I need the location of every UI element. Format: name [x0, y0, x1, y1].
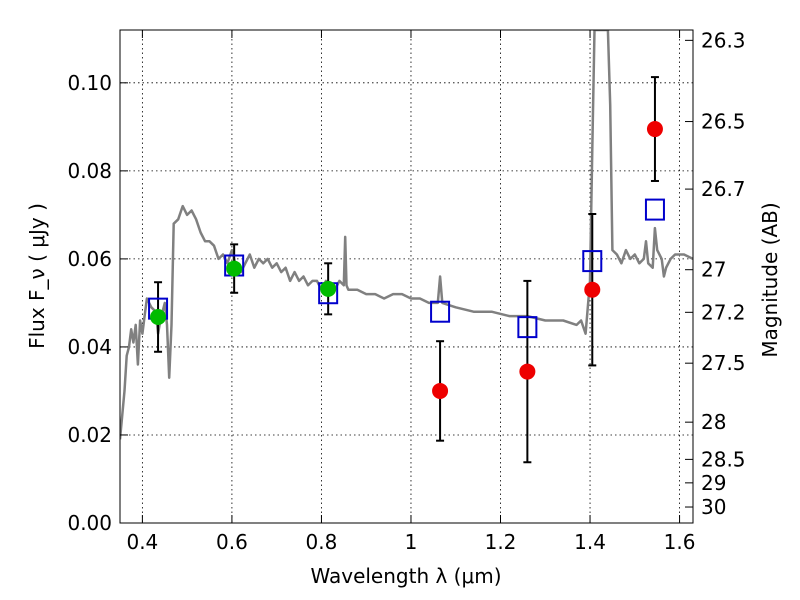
observed-flux-point — [432, 382, 449, 399]
grid-lines — [120, 30, 693, 524]
y2-tick-label: 30 — [701, 495, 726, 519]
y-tick-label: 0.02 — [67, 423, 112, 447]
observed-flux-point — [150, 308, 167, 325]
y-tick-label: 0.08 — [67, 159, 112, 183]
y-tick-label: 0.10 — [67, 71, 112, 95]
y2-tick-label: 27.5 — [701, 351, 746, 375]
model-flux-square — [582, 250, 603, 273]
observed-flux-point — [226, 260, 243, 277]
y2-tick-label: 26.3 — [701, 28, 746, 52]
x-tick-label: 0.8 — [306, 530, 338, 554]
y2-tick-label: 26.7 — [701, 177, 746, 201]
y-axis-title: Flux F_ν ( μJy ) — [25, 203, 49, 349]
model-spectrum-line — [120, 30, 693, 440]
y2-tick-label: 27 — [701, 258, 726, 282]
y2-tick-label: 26.5 — [701, 110, 746, 134]
y2-tick-label: 29 — [701, 471, 726, 495]
x-axis-title: Wavelength λ (μm) — [310, 564, 501, 588]
x-tick-label: 1.6 — [664, 530, 696, 554]
plot-data — [120, 30, 693, 440]
y2-tick-label: 28 — [701, 410, 726, 434]
observed-flux-point — [646, 121, 663, 138]
y-tick-label: 0.00 — [67, 511, 112, 535]
observed-flux-point — [584, 281, 601, 298]
x-tick-label: 0.4 — [126, 530, 158, 554]
x-tick-label: 1 — [405, 530, 418, 554]
data-markers — [148, 121, 665, 399]
axis-ticks: 0.4 0.6 0.8 1 1.2 1.4 1.6 0.00 0.02 0.04 0.06 0.08 0… — [67, 28, 745, 554]
model-flux-square — [430, 300, 451, 323]
x-tick-label: 1.4 — [574, 530, 606, 554]
plot-frame — [119, 29, 694, 524]
observed-flux-point — [320, 280, 337, 297]
y-tick-label: 0.06 — [67, 247, 112, 271]
y-tick-label: 0.04 — [67, 335, 112, 359]
model-flux-square — [517, 316, 538, 339]
model-flux-square — [644, 198, 665, 221]
observed-flux-point — [519, 363, 536, 380]
x-tick-label: 1.2 — [485, 530, 517, 554]
x-tick-label: 0.6 — [216, 530, 248, 554]
y2-tick-label: 28.5 — [701, 447, 746, 471]
y2-axis-title: Magnitude (AB) — [758, 202, 782, 357]
y2-tick-label: 27.2 — [701, 300, 746, 324]
